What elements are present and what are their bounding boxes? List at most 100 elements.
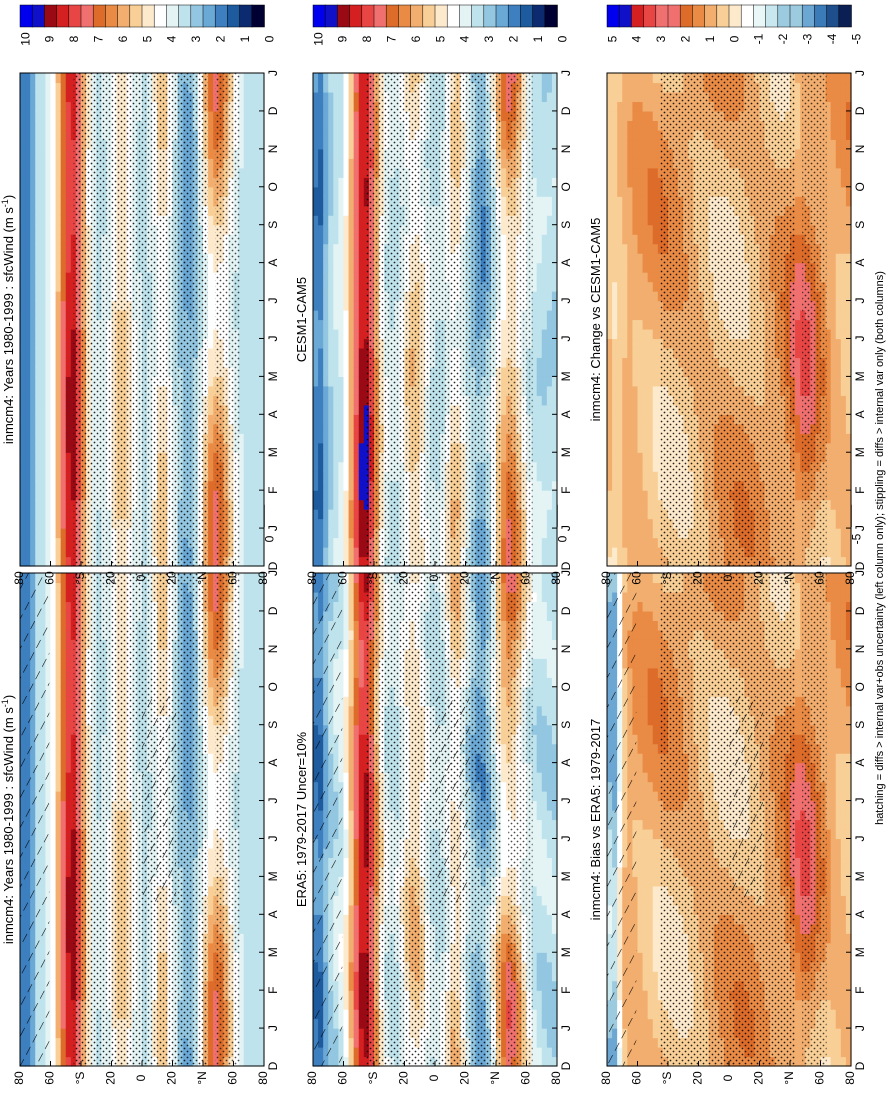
heatmap-cell	[348, 819, 355, 830]
heatmap-cell	[253, 800, 260, 811]
heatmap-cell	[541, 677, 548, 688]
heatmap-cell	[70, 971, 77, 982]
heatmap-cell	[55, 810, 62, 821]
heatmap-cell	[50, 753, 57, 764]
heatmap-cell	[243, 772, 250, 783]
heatmap-cell	[238, 582, 245, 593]
heatmap-cell	[238, 791, 245, 802]
heatmap-cell	[348, 724, 355, 735]
heatmap-cell	[50, 819, 57, 830]
heatmap-cell	[358, 810, 365, 821]
heatmap-cell	[353, 724, 360, 735]
heatmap-cell	[258, 857, 265, 868]
heatmap-cell	[248, 724, 255, 735]
heatmap-cell	[70, 810, 77, 821]
heatmap-cell	[546, 914, 553, 925]
heatmap-cell	[50, 990, 57, 1001]
heatmap-cell	[248, 961, 255, 972]
heatmap-cell	[258, 990, 265, 1001]
heatmap-cell	[50, 904, 57, 915]
heatmap-cell	[363, 772, 370, 783]
heatmap-cell	[70, 677, 77, 688]
heatmap-cell	[208, 601, 214, 612]
heatmap-cell	[358, 724, 365, 735]
heatmap-cell	[208, 686, 214, 697]
heatmap-cell	[353, 743, 360, 754]
heatmap-cell	[541, 734, 548, 745]
heatmap-cell	[243, 895, 250, 906]
heatmap-cell	[208, 999, 214, 1010]
heatmap-cell	[536, 772, 543, 783]
hatching-overlay	[20, 573, 50, 1066]
heatmap-cell	[536, 743, 543, 754]
heatmap-cell	[55, 573, 62, 584]
heatmap-cell	[353, 601, 360, 612]
heatmap-cell	[343, 952, 350, 963]
heatmap-cell	[55, 677, 62, 688]
heatmap-cell	[60, 1047, 67, 1058]
heatmap-cell	[238, 648, 245, 659]
heatmap-cell	[208, 961, 214, 972]
heatmap-cell	[501, 800, 507, 811]
heatmap-cell	[70, 705, 77, 716]
heatmap-cell	[253, 1037, 260, 1048]
heatmap-cell	[546, 857, 553, 868]
heatmap-cell	[65, 857, 72, 868]
heatmap-cell	[60, 866, 67, 877]
heatmap-cell	[65, 601, 72, 612]
heatmap-cell	[363, 838, 370, 849]
heatmap-cell	[238, 753, 245, 764]
heatmap-cell	[343, 895, 350, 906]
heatmap-cell	[243, 1056, 250, 1067]
heatmap-cell	[536, 961, 543, 972]
heatmap-cell	[208, 658, 214, 669]
heatmap-cell	[363, 753, 370, 764]
month-tick-label: O	[266, 682, 280, 691]
heatmap-cell	[60, 791, 67, 802]
heatmap-cell	[501, 1009, 507, 1020]
heatmap-cell	[501, 980, 507, 991]
heatmap-cell	[541, 743, 548, 754]
heatmap-cell	[208, 971, 214, 982]
heatmap-cell	[248, 639, 255, 650]
heatmap-cell	[348, 857, 355, 868]
heatmap-cell	[253, 601, 260, 612]
heatmap-cell	[50, 686, 57, 697]
heatmap-cell	[248, 866, 255, 877]
heatmap-cell	[248, 620, 255, 631]
heatmap-cell	[248, 601, 255, 612]
heatmap-cell	[343, 1028, 350, 1039]
heatmap-cell	[501, 1047, 507, 1058]
heatmap-cell	[55, 639, 62, 650]
heatmap-cell	[353, 914, 360, 925]
heatmap-cell	[536, 677, 543, 688]
heatmap-cell	[348, 667, 355, 678]
heatmap-cell	[208, 952, 214, 963]
heatmap-cell	[65, 629, 72, 640]
heatmap-cell	[501, 734, 507, 745]
heatmap-cell	[248, 648, 255, 659]
heatmap-cell	[363, 933, 370, 944]
panel-title: inmcm4: Years 1980-1999 : sfcWind (m s-1…	[0, 695, 16, 944]
heatmap-cell	[258, 847, 265, 859]
heatmap-cell	[348, 999, 355, 1010]
heatmap-cell	[243, 1047, 250, 1058]
heatmap-cell	[238, 923, 245, 934]
heatmap-cell	[358, 762, 365, 773]
heatmap-cell	[536, 639, 543, 650]
heatmap-cell	[60, 724, 67, 735]
heatmap-cell	[65, 819, 72, 830]
heatmap-cell	[55, 876, 62, 887]
heatmap-cell	[248, 715, 255, 726]
heatmap-cell	[536, 1018, 543, 1029]
heatmap-cell	[536, 866, 543, 877]
heatmap-cell	[55, 667, 62, 678]
heatmap-cell	[70, 753, 77, 764]
heatmap-cell	[243, 639, 250, 650]
heatmap-cell	[343, 781, 350, 792]
heatmap-cell	[238, 828, 245, 840]
heatmap-cell	[358, 610, 365, 621]
heatmap-cell	[208, 591, 214, 603]
heatmap-cell	[70, 629, 77, 640]
heatmap-cell	[60, 847, 67, 859]
